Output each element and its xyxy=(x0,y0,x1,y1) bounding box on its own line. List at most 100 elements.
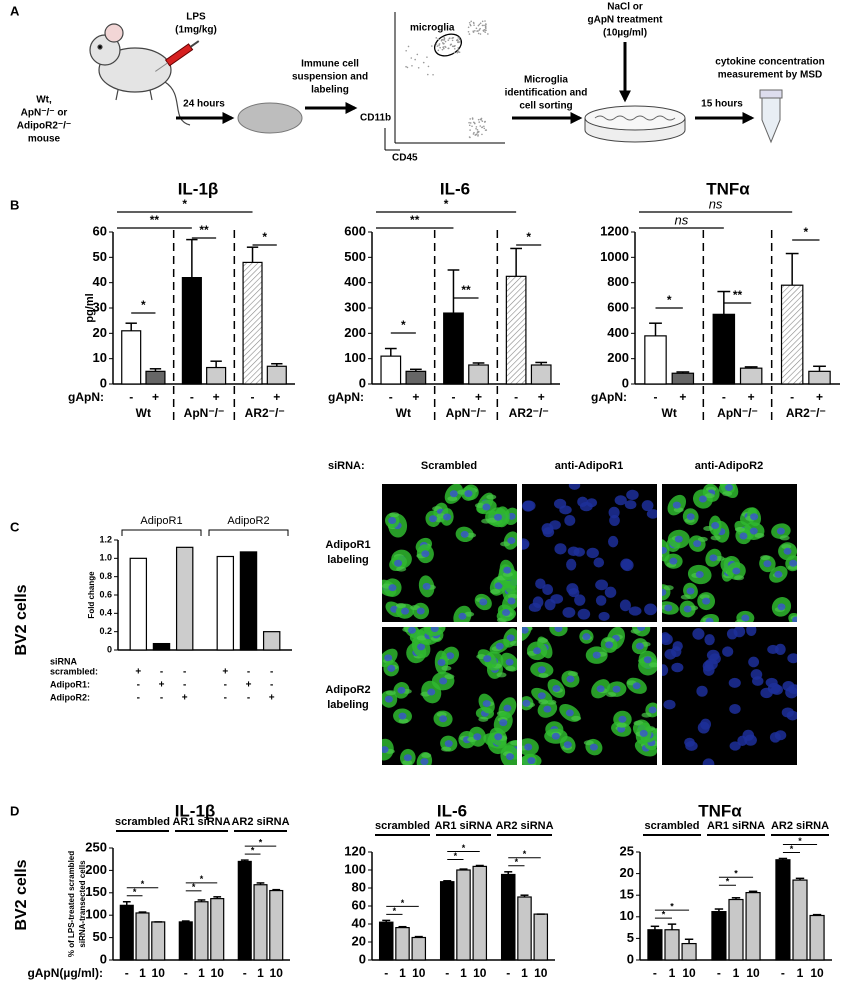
nucleus xyxy=(693,540,702,548)
bar xyxy=(239,551,258,651)
flow-dot xyxy=(435,43,438,45)
cell-process xyxy=(781,544,792,550)
nucleus xyxy=(444,740,453,748)
nucleus xyxy=(775,643,786,655)
bar xyxy=(129,557,148,651)
bar xyxy=(178,921,193,961)
flow-dot xyxy=(472,133,475,135)
group-label: Wt xyxy=(396,406,411,420)
group-label: AdipoR1 xyxy=(140,515,182,527)
nucleus xyxy=(494,513,503,521)
axis-label: CD11b xyxy=(360,113,391,124)
nucleus xyxy=(577,496,588,508)
x-tick-label: - xyxy=(243,966,247,980)
significance-label: * xyxy=(393,906,397,916)
flow-plot xyxy=(384,12,505,151)
design-mark: - xyxy=(183,667,186,678)
micrograph xyxy=(382,484,517,622)
flow-dot xyxy=(474,29,476,32)
nucleus xyxy=(494,582,503,590)
cell-process xyxy=(389,512,400,518)
significance-label: * xyxy=(200,874,204,884)
flow-dot xyxy=(453,47,456,50)
flow-dot xyxy=(473,24,475,26)
group-label: AR1 siRNA xyxy=(707,820,765,832)
x-prefix-label: gApN(µg/ml): xyxy=(27,966,103,980)
bar xyxy=(135,912,150,961)
flow-dot xyxy=(447,39,450,41)
flow-dot xyxy=(477,32,480,35)
flow-dot xyxy=(432,73,434,76)
cell-process xyxy=(538,699,549,705)
row-label: labeling xyxy=(327,699,369,711)
significance-label: * xyxy=(444,197,449,211)
flow-dot xyxy=(468,21,471,24)
cell-process xyxy=(663,585,674,591)
group-label: AR2⁻/⁻ xyxy=(509,406,549,420)
x-tick-label: - xyxy=(722,390,726,404)
y-tick-label: 0 xyxy=(359,951,366,966)
bar xyxy=(210,898,225,961)
group-label: AdipoR2 xyxy=(227,515,269,527)
nucleus xyxy=(696,685,708,697)
significance-label: * xyxy=(526,230,531,244)
mouse-label: mouse xyxy=(28,134,61,145)
flow-dot xyxy=(485,27,487,30)
cell-process xyxy=(616,722,627,728)
flow-dot xyxy=(484,31,487,33)
lps-label: LPS xyxy=(186,12,206,23)
flow-dot xyxy=(459,41,461,43)
significance-label: * xyxy=(262,230,267,244)
x-tick-label: - xyxy=(129,390,133,404)
bar xyxy=(775,859,791,961)
nucleus xyxy=(439,677,448,685)
significance-label: * xyxy=(251,845,255,855)
bar xyxy=(216,555,235,651)
nucleus xyxy=(499,719,508,727)
significance-label: * xyxy=(259,837,263,847)
nucleus xyxy=(709,554,718,562)
flow-dot xyxy=(481,24,484,27)
treatment-label: gApN treatment xyxy=(587,15,663,26)
chart-title: IL-1β xyxy=(178,179,219,198)
nucleus xyxy=(669,557,678,565)
flow-dot xyxy=(427,65,430,68)
cell-process xyxy=(398,718,409,724)
flow-dot xyxy=(478,121,481,123)
nucleus xyxy=(574,594,586,606)
flow-dot xyxy=(477,134,479,136)
flow-dot xyxy=(441,42,444,44)
nucleus xyxy=(394,559,403,567)
flow-dot xyxy=(479,22,482,25)
nucleus xyxy=(750,669,763,680)
column-header: anti-AdipoR1 xyxy=(555,460,623,472)
flow-dot xyxy=(450,43,453,46)
cell-process xyxy=(402,760,413,765)
row-header: siRNA: xyxy=(328,460,365,472)
side-label: BV2 cells xyxy=(13,584,30,655)
design-mark: - xyxy=(270,667,273,678)
nucleus xyxy=(522,538,530,550)
cell-process xyxy=(447,496,458,502)
flow-dot xyxy=(447,47,450,50)
cell-process xyxy=(478,716,489,722)
flow-dot xyxy=(468,33,471,35)
nucleus xyxy=(589,743,598,751)
nucleus xyxy=(749,527,758,535)
bar xyxy=(681,942,697,961)
flow-dot xyxy=(436,45,439,47)
group-label: AR1 siRNA xyxy=(434,820,492,832)
x-tick-label: 10 xyxy=(473,966,487,980)
x-tick-label: 1 xyxy=(733,966,740,980)
nucleus xyxy=(563,741,572,749)
x-tick-label: 10 xyxy=(746,966,760,980)
nucleus xyxy=(618,715,627,723)
x-tick-label: + xyxy=(748,390,755,404)
group-label: ApN⁻/⁻ xyxy=(446,406,487,420)
bar xyxy=(533,913,549,961)
flow-dot xyxy=(443,42,445,45)
bar xyxy=(395,926,410,961)
x-tick-label: 1 xyxy=(460,966,467,980)
nucleus xyxy=(577,608,591,620)
bar xyxy=(517,896,532,961)
